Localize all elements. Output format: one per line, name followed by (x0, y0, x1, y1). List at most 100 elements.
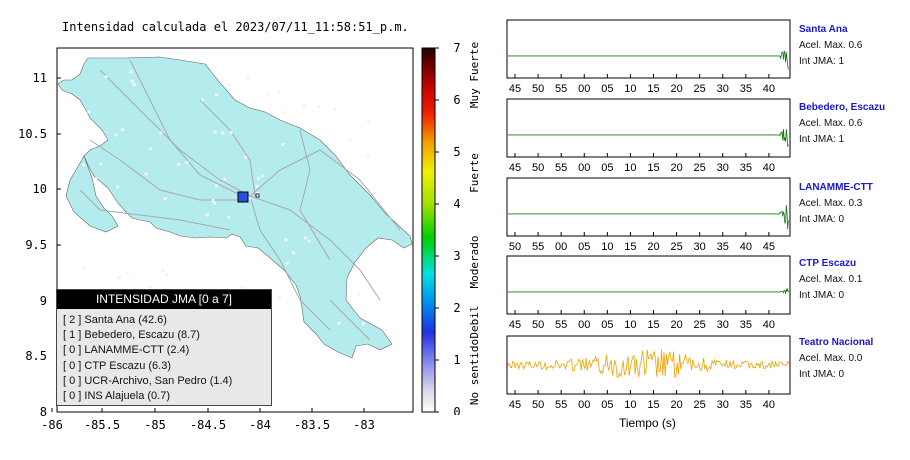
colorbar-tick-label: 2 (453, 301, 460, 315)
legend-header: INTENSIDAD JMA [0 a 7] (57, 290, 271, 309)
town-dot (277, 89, 281, 93)
page-title: Intensidad calculada el 2023/07/11_11:58… (62, 20, 409, 34)
station-name: CTP Escazu (799, 258, 857, 269)
colorbar-tick-label: 0 (453, 405, 460, 415)
town-dot (304, 236, 308, 240)
waveform-frame (506, 98, 791, 158)
waveform-frame (506, 177, 791, 237)
town-dot (358, 293, 362, 297)
town-dot (302, 104, 306, 108)
waveform-panel: 45 50 55 00 05 10 15 20 25 30 35 40 (506, 335, 791, 411)
town-dot (223, 177, 227, 181)
waveform-tick-label: 00 (578, 319, 590, 331)
station-accel: Acel. Max. 0.6 (799, 40, 863, 51)
waveform-tick-label: 30 (717, 319, 729, 331)
road-line (129, 59, 241, 196)
map-x-tick-label: -85 (144, 418, 166, 432)
waveform-burst (779, 204, 789, 230)
station-marker (237, 191, 249, 203)
colorbar-tick-label: 4 (453, 197, 460, 211)
colorbar-category-label: Debil (468, 305, 481, 338)
map-x-tick-label: -84 (249, 418, 271, 432)
town-dot (307, 239, 311, 243)
station-intensity: Int JMA: 0 (799, 290, 845, 301)
town-dot (317, 105, 321, 109)
colorbar-category-label: Muy Fuerte (468, 42, 481, 108)
colorbar-category-label: Moderado (468, 236, 481, 289)
waveform-tick-label: 45 (509, 162, 521, 174)
town-dot (337, 321, 341, 325)
town-dot (120, 128, 124, 132)
town-dot (213, 201, 216, 205)
town-dot (285, 261, 289, 265)
legend-list: [ 2 ] Santa Ana (42.6) [ 1 ] Bebedero, E… (57, 309, 271, 404)
waveform-tick-label: 55 (555, 162, 567, 174)
town-dot (99, 162, 103, 166)
town-dot (148, 285, 152, 289)
legend-item: [ 1 ] Bebedero, Escazu (8.7) (63, 329, 200, 342)
map-y-axis: 11 10.5 10 9.5 9 8.5 8 (18, 71, 61, 419)
waveform-tick-label: 05 (601, 162, 613, 174)
waveform-tick-label: 40 (763, 319, 775, 331)
waveform-tick-label: 45 (509, 319, 521, 331)
town-dot (82, 163, 86, 167)
town-dot (267, 92, 271, 96)
station-intensity: Int JMA: 1 (799, 56, 845, 67)
waveform-tick-label: 35 (740, 162, 752, 174)
legend-item: [ 2 ] Santa Ana (42.6) (63, 314, 167, 326)
country-shape (57, 56, 413, 359)
waveform-burst (779, 287, 789, 294)
waveform-tick-label: 00 (578, 399, 590, 411)
waveform-tick-label: 30 (694, 241, 706, 253)
town-dot (278, 296, 282, 300)
waveform-tick-label: 25 (694, 162, 706, 174)
road-line (79, 189, 231, 231)
road-network (79, 59, 401, 341)
road-line (99, 69, 251, 197)
map-y-tick-label: 11 (33, 71, 47, 85)
waveform-tick-label: 50 (532, 399, 544, 411)
waveform-tick-label: 55 (555, 83, 567, 95)
waveform-frame (506, 255, 791, 315)
waveform-tick-label: 45 (509, 399, 521, 411)
town-dot (87, 110, 91, 114)
station-name: Santa Ana (799, 24, 848, 35)
waveform-tick-label: 20 (670, 162, 682, 174)
road-line (249, 195, 381, 301)
station-intensity: Int JMA: 0 (799, 214, 845, 225)
town-dot (281, 143, 285, 146)
town-dot (149, 147, 153, 150)
waveform-tick-label: 15 (647, 399, 659, 411)
town-dot (213, 130, 217, 134)
town-dot (165, 273, 169, 277)
town-dot (260, 174, 264, 178)
waveform-tick-label: 15 (624, 241, 636, 253)
waveform-tick-label: 40 (740, 241, 752, 253)
waveform-tick-label: 50 (532, 162, 544, 174)
road-line (249, 149, 401, 231)
waveform-tick-label: 10 (624, 162, 636, 174)
waveform-tick-label: 05 (578, 241, 590, 253)
map-y-tick-label: 9 (40, 294, 47, 308)
waveform-tick-label: 25 (670, 241, 682, 253)
waveform-tick-label: 55 (555, 319, 567, 331)
station-intensity: Int JMA: 1 (799, 134, 845, 145)
waveform-tick-label: 30 (717, 83, 729, 95)
waveform-tick-label: 40 (763, 399, 775, 411)
map-y-tick-label: 8 (40, 405, 47, 419)
town-dot (333, 107, 336, 111)
town-dot (246, 76, 250, 80)
waveform-tick-label: 45 (763, 241, 775, 253)
town-dot (248, 196, 252, 200)
colorbar-category-label: Fuerte (468, 153, 481, 193)
waveform-tick-label: 15 (647, 83, 659, 95)
colorbar-tick-label: 7 (453, 41, 460, 55)
station-info-ctp-escazu: CTP Escazu Acel. Max. 0.1 Int JMA: 0 (799, 256, 862, 304)
town-dot (292, 251, 296, 255)
waveform-tick-label: 35 (717, 241, 729, 253)
road-line (299, 129, 331, 261)
station-name: Teatro Nacional (799, 337, 874, 348)
colorbar-ticks: 0 1 2 3 4 5 6 7 (435, 41, 461, 415)
waveform-tick-label: 00 (578, 162, 590, 174)
town-dot (284, 238, 288, 242)
